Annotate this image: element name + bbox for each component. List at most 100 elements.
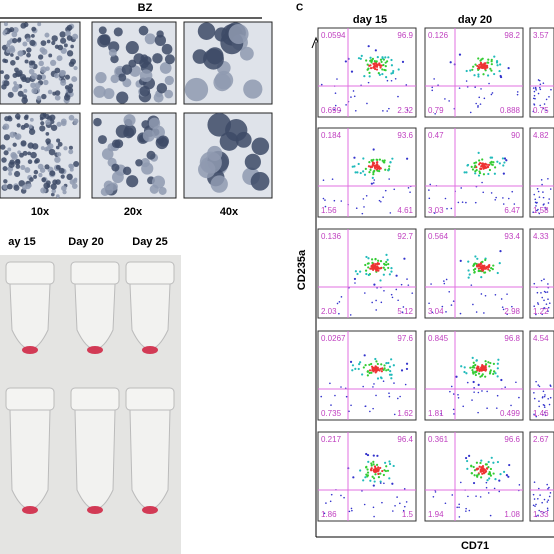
event — [477, 391, 480, 394]
event — [477, 366, 480, 369]
y-axis-label: CD235a — [296, 249, 308, 290]
event — [397, 299, 399, 302]
event — [538, 487, 540, 490]
event — [498, 479, 501, 482]
event — [393, 188, 396, 191]
event — [472, 303, 474, 306]
cell — [103, 180, 114, 191]
event — [491, 268, 494, 271]
event — [373, 465, 377, 468]
event — [494, 372, 497, 375]
event — [378, 63, 381, 66]
event — [499, 250, 502, 253]
cell — [36, 74, 43, 81]
event — [480, 58, 483, 61]
event — [373, 383, 375, 385]
cell — [70, 44, 74, 49]
cell — [3, 80, 10, 87]
event — [385, 253, 388, 257]
cell — [0, 144, 6, 150]
event — [487, 163, 491, 166]
event — [380, 301, 383, 304]
event — [549, 188, 552, 190]
cell — [10, 53, 14, 57]
event — [544, 394, 546, 396]
event — [537, 79, 540, 81]
event — [532, 493, 535, 496]
event — [359, 469, 362, 472]
event — [387, 266, 390, 270]
cell — [59, 31, 66, 38]
cell — [51, 188, 57, 194]
cell — [156, 82, 168, 94]
event — [407, 284, 410, 286]
event — [489, 514, 492, 517]
event — [390, 79, 393, 82]
event — [513, 203, 516, 205]
event — [383, 263, 386, 266]
event — [400, 369, 404, 372]
event — [533, 391, 535, 394]
event — [486, 74, 490, 77]
event — [376, 362, 379, 366]
event — [477, 372, 481, 375]
event — [330, 493, 333, 496]
event — [496, 367, 499, 370]
flow-plot — [424, 330, 524, 421]
event — [330, 404, 332, 406]
event — [484, 294, 487, 297]
cell — [11, 31, 18, 38]
event — [542, 390, 545, 393]
event — [371, 365, 374, 368]
event — [484, 258, 487, 262]
event — [377, 476, 381, 479]
event — [473, 391, 475, 393]
cell — [60, 174, 65, 179]
event — [395, 288, 398, 291]
flow-plot — [317, 127, 417, 218]
flow-plot — [529, 27, 554, 118]
event — [372, 163, 375, 166]
event — [363, 503, 366, 506]
event — [486, 390, 488, 393]
event — [474, 267, 477, 270]
event — [542, 82, 545, 84]
event — [483, 97, 486, 100]
event — [393, 382, 395, 384]
cell — [43, 182, 50, 189]
event — [545, 208, 547, 210]
cell — [118, 73, 127, 82]
event — [481, 468, 484, 472]
event — [452, 393, 455, 395]
event — [363, 75, 366, 78]
cell — [44, 164, 50, 170]
event — [546, 501, 549, 503]
cell — [33, 174, 38, 179]
event — [490, 266, 493, 270]
event — [325, 502, 327, 504]
event — [474, 164, 477, 167]
event — [394, 77, 397, 80]
event — [387, 262, 390, 266]
event — [496, 362, 499, 365]
cell — [111, 139, 121, 148]
event — [354, 367, 357, 370]
cell — [24, 114, 29, 119]
event — [372, 367, 375, 370]
quadrant-value: 98.2 — [504, 31, 520, 40]
event — [538, 400, 540, 402]
event — [365, 473, 368, 476]
event — [351, 364, 355, 367]
event — [533, 90, 536, 93]
event — [407, 187, 410, 189]
event — [496, 460, 500, 464]
cell — [93, 85, 106, 98]
cell — [28, 60, 34, 66]
cell — [154, 34, 167, 47]
event — [547, 202, 550, 204]
event — [472, 65, 475, 68]
cell — [63, 43, 68, 48]
quadrant-value: 0.0267 — [321, 334, 346, 343]
event — [475, 102, 477, 105]
quadrant-value: 1.62 — [397, 409, 413, 418]
